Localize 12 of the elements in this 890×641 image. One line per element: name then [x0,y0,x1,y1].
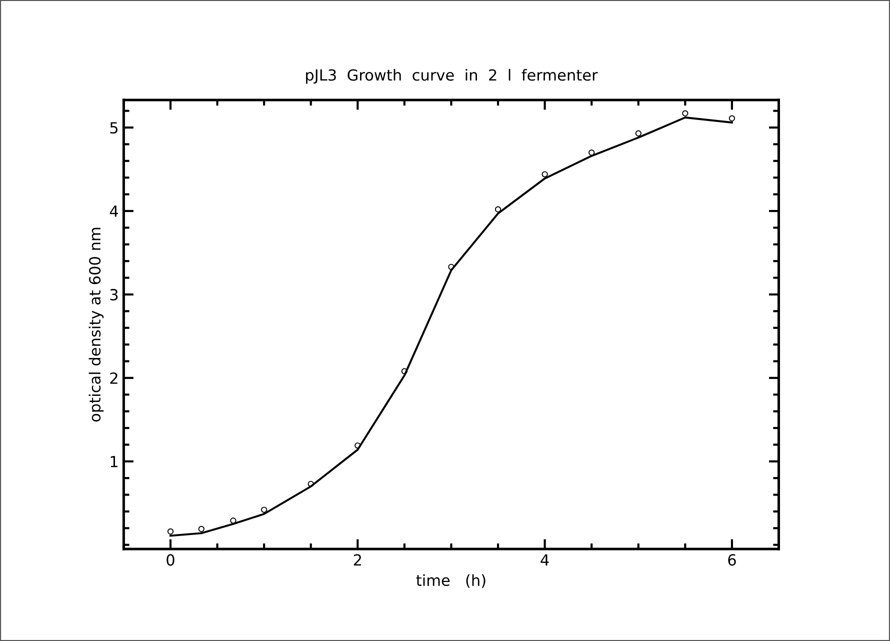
y-tick-label: 4 [110,206,118,217]
y-tick-label: 3 [110,288,118,300]
x-tick-label: 0 [166,554,174,566]
chart-title: pJL3 Growth curve in 2 l fermenter [306,68,598,84]
y-tick-label: 1 [110,456,118,468]
x-tick-label: 6 [728,554,736,566]
x-tick-label: 2 [354,554,361,566]
y-axis-title: optical density at 600 nm [88,228,104,422]
y-tick-label: 2 [110,372,118,384]
x-tick-label: 4 [540,554,549,566]
y-tick-label: 5 [110,122,118,134]
x-axis-title: time (h) [416,574,486,588]
